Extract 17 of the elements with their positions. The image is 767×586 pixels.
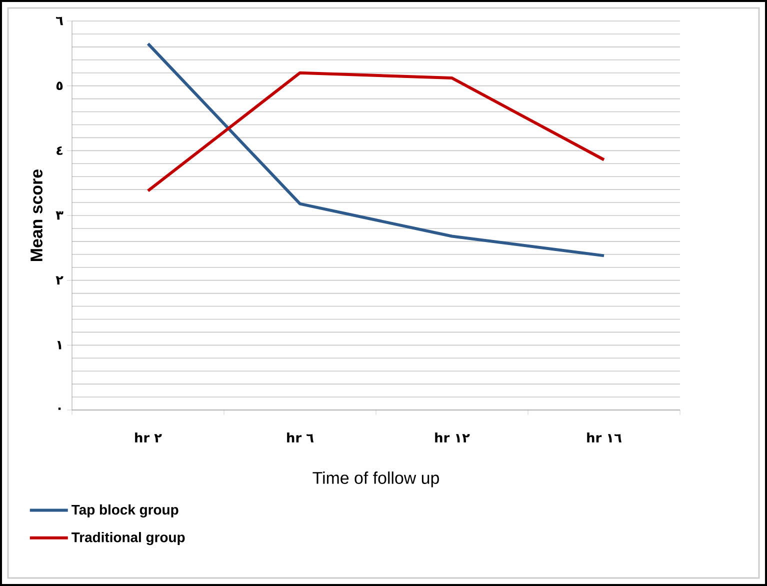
x-tick-label: hr ٦ xyxy=(287,432,314,442)
y-tick-label: ٢ xyxy=(56,276,64,284)
x-tick-label: hr ٢ xyxy=(135,432,162,442)
y-axis-title: Mean score xyxy=(30,170,42,261)
y-tick-label: ٠ xyxy=(58,408,61,410)
y-tick-label: ٤ xyxy=(56,146,62,155)
y-tick-label: ٦ xyxy=(56,16,64,26)
x-axis-title: Time of follow up xyxy=(312,472,439,488)
x-tick-label: hr ١٦ xyxy=(587,432,622,442)
line-series xyxy=(146,42,606,258)
y-tick-label: ٣ xyxy=(56,211,64,220)
line-series xyxy=(146,71,606,192)
y-tick-label: ١ xyxy=(57,341,62,350)
legend-label: Traditional group xyxy=(72,532,185,546)
legend-label: Tap block group xyxy=(72,504,178,518)
x-tick-label: hr ١٢ xyxy=(435,432,470,442)
y-tick-label: ٥ xyxy=(56,82,63,90)
